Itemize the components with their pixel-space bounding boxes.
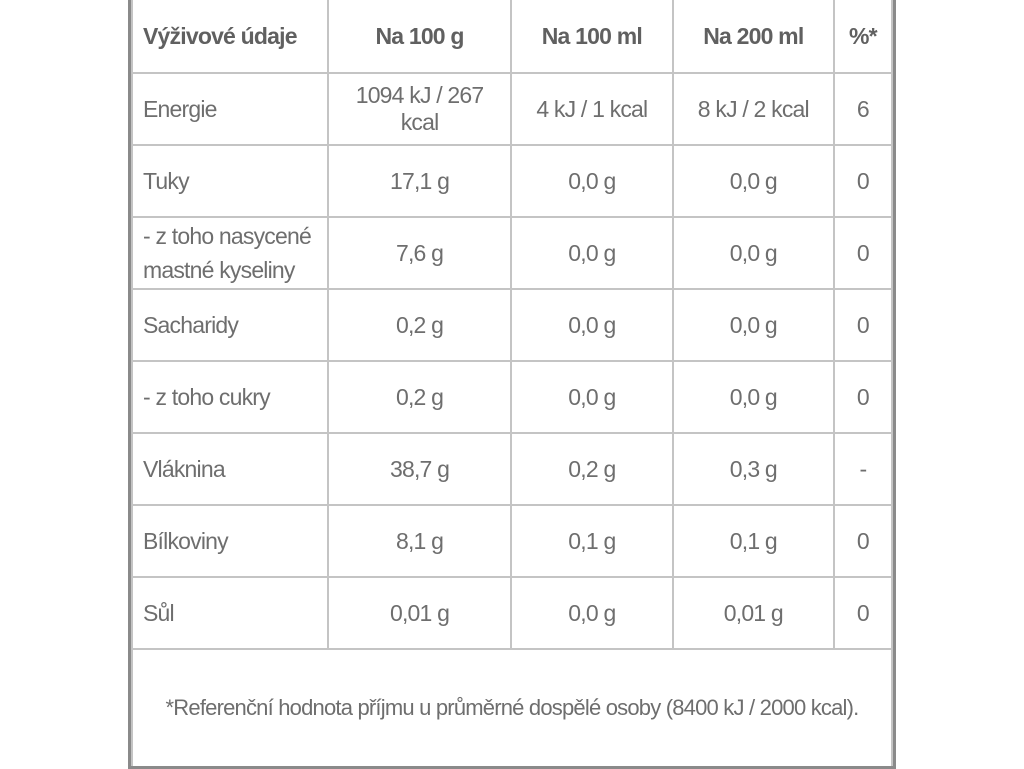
nutrient-label: Energie	[130, 72, 330, 146]
value-cell: 4 kJ / 1 kcal	[509, 72, 674, 146]
nutrition-table: Výživové údaje Na 100 g Na 100 ml Na 200…	[128, 0, 896, 769]
value-cell: 0,0 g	[509, 144, 674, 218]
nutrient-label: Tuky	[130, 144, 330, 218]
header-cell: %*	[832, 0, 894, 74]
value-cell: 0,2 g	[327, 360, 512, 434]
value-cell: 0	[832, 144, 894, 218]
value-cell: 8 kJ / 2 kcal	[671, 72, 835, 146]
header-cell: Na 200 ml	[671, 0, 835, 74]
value-cell: 0	[832, 360, 894, 434]
table-row: Vláknina 38,7 g 0,2 g 0,3 g-	[130, 432, 894, 506]
nutrient-label: Bílkoviny	[130, 504, 330, 578]
value-cell: 0,1 g	[509, 504, 674, 578]
header-row: Výživové údaje Na 100 g Na 100 ml Na 200…	[130, 0, 894, 74]
value-cell: 1094 kJ / 267 kcal	[327, 72, 512, 146]
value-cell: 0,1 g	[671, 504, 835, 578]
value-cell: 0,3 g	[671, 432, 835, 506]
header-cell: Výživové údaje	[130, 0, 330, 74]
value-cell: 0,0 g	[671, 144, 835, 218]
value-cell: 0,01 g	[671, 576, 835, 650]
value-cell: 0,0 g	[509, 576, 674, 650]
value-cell: 0	[832, 504, 894, 578]
footnote: *Referenční hodnota příjmu u průměrné do…	[131, 648, 893, 766]
value-cell: 0,0 g	[671, 360, 835, 434]
value-cell: 38,7 g	[327, 432, 512, 506]
nutrient-label: Sacharidy	[130, 288, 330, 362]
header-cell: Na 100 g	[327, 0, 512, 74]
value-cell: 0	[832, 576, 894, 650]
value-cell: -	[832, 432, 894, 506]
nutrient-label: - z toho cukry	[130, 360, 330, 434]
table-row: Energie 1094 kJ / 267 kcal 4 kJ / 1 kcal 8 …	[130, 72, 894, 146]
value-cell: 17,1 g	[327, 144, 512, 218]
value-cell: 0,0 g	[509, 360, 674, 434]
table-row: - z toho nasycené mastné kyseliny 7,6 g 0,…	[130, 216, 894, 290]
value-cell: 0,2 g	[509, 432, 674, 506]
value-cell: 0,2 g	[327, 288, 512, 362]
nutrient-label: - z toho nasycené mastné kyseliny	[130, 216, 330, 290]
value-cell: 0,0 g	[509, 216, 674, 290]
value-cell: 0,0 g	[671, 216, 835, 290]
value-cell: 0,01 g	[327, 576, 512, 650]
nutrient-label: Vláknina	[130, 432, 330, 506]
value-cell: 6	[832, 72, 894, 146]
value-cell: 0,0 g	[671, 288, 835, 362]
value-cell: 0,0 g	[509, 288, 674, 362]
value-cell: 7,6 g	[327, 216, 512, 290]
nutrient-label: Sůl	[130, 576, 330, 650]
value-cell: 0	[832, 216, 894, 290]
value-cell: 0	[832, 288, 894, 362]
value-cell: 8,1 g	[327, 504, 512, 578]
header-cell: Na 100 ml	[509, 0, 674, 74]
